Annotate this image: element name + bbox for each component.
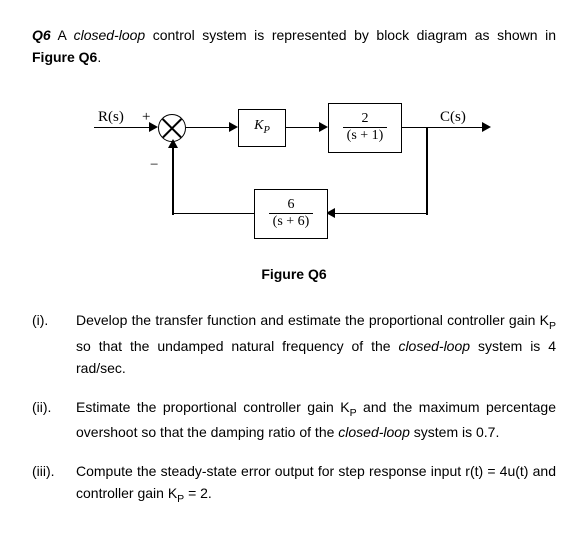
kp-sub: P	[263, 125, 269, 136]
part-text: closed-loop	[338, 424, 410, 440]
plant-block: 2 (s + 1)	[328, 103, 402, 153]
part-body: Compute the steady-state error output fo…	[76, 460, 556, 508]
line-out	[402, 127, 488, 129]
input-label: R(s)	[98, 105, 124, 129]
part-label: (ii).	[32, 396, 76, 444]
part-label: (i).	[32, 309, 76, 379]
output-label: C(s)	[440, 105, 466, 129]
part-text: Compute the steady-state error output fo…	[76, 463, 556, 501]
line-sum-kp	[186, 127, 234, 129]
summing-junction	[158, 114, 186, 142]
question-header: Q6 A closed-loop control system is repre…	[32, 24, 556, 69]
part-text: Develop the transfer function and estima…	[76, 312, 549, 328]
plant-tf: 2 (s + 1)	[343, 111, 388, 144]
figure-caption: Figure Q6	[32, 263, 556, 285]
feedback-tf: 6 (s + 6)	[269, 197, 314, 230]
arrow-out	[482, 122, 491, 132]
kp-symbol: KP	[254, 115, 270, 140]
plant-den: (s + 1)	[343, 127, 388, 144]
part-text: P	[549, 320, 556, 332]
feedback-den: (s + 6)	[269, 213, 314, 230]
line-fb-up	[172, 145, 174, 215]
question-number: Q6	[32, 27, 51, 43]
part-text: so that the undamped natural frequency o…	[76, 338, 398, 354]
qtext-italic: closed-loop	[74, 27, 146, 43]
feedback-block: 6 (s + 6)	[254, 189, 328, 239]
arrow-kp-g	[319, 122, 328, 132]
kp-block: KP	[238, 109, 286, 147]
qtext-2: control system is represented by block d…	[145, 27, 556, 43]
line-fb-across2	[172, 213, 254, 215]
line-fb-down	[426, 127, 428, 215]
part-text: = 2.	[184, 485, 212, 501]
part-text: system is 0.7.	[410, 424, 499, 440]
part-1: (i).Develop the transfer function and es…	[32, 309, 556, 379]
block-diagram: R(s) + − C(s) KP 2 (s + 1)	[32, 97, 556, 247]
minus-sign: −	[150, 153, 158, 177]
part-3: (iii).Compute the steady-state error out…	[32, 460, 556, 508]
parts-list: (i).Develop the transfer function and es…	[32, 309, 556, 507]
part-text: closed-loop	[398, 338, 470, 354]
part-text: Estimate the proportional controller gai…	[76, 399, 350, 415]
qtext-period: .	[97, 49, 101, 65]
part-text: P	[350, 406, 357, 418]
qtext-figref: Figure Q6	[32, 49, 97, 65]
part-2: (ii).Estimate the proportional controlle…	[32, 396, 556, 444]
arrow-sum-kp	[229, 122, 238, 132]
part-label: (iii).	[32, 460, 76, 508]
arrow-fb-into-sum	[168, 139, 178, 148]
part-body: Estimate the proportional controller gai…	[76, 396, 556, 444]
diagram-canvas: R(s) + − C(s) KP 2 (s + 1)	[94, 97, 494, 247]
part-body: Develop the transfer function and estima…	[76, 309, 556, 379]
feedback-num: 6	[269, 197, 314, 213]
plant-num: 2	[343, 111, 388, 127]
arrow-in	[149, 122, 158, 132]
line-fb-across1	[334, 213, 427, 215]
qtext-1: A	[57, 27, 73, 43]
line-in	[94, 127, 154, 129]
